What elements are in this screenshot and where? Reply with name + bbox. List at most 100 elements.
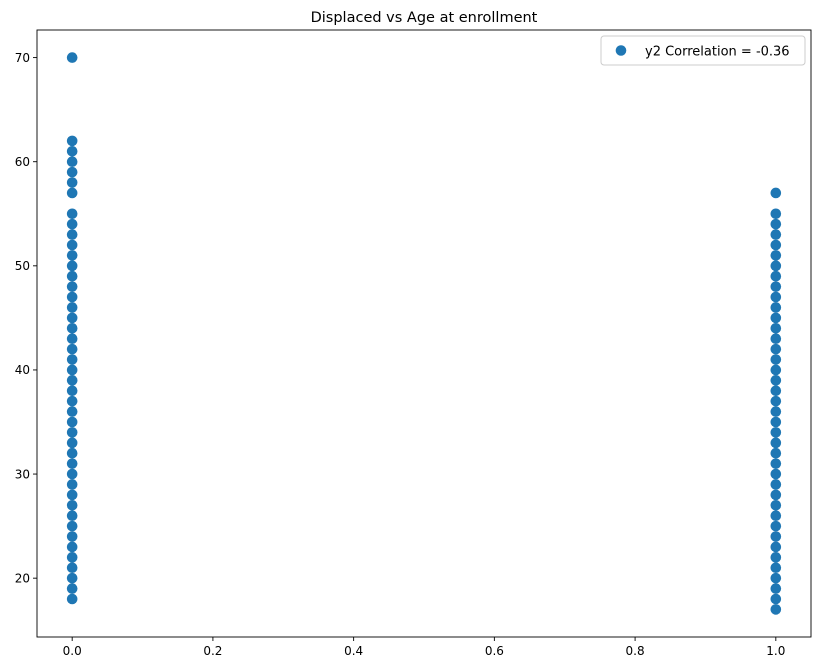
data-point xyxy=(770,572,782,584)
data-point xyxy=(66,593,78,605)
data-point xyxy=(66,52,78,63)
y-tick-label: 70 xyxy=(15,51,30,65)
data-point xyxy=(770,468,782,480)
data-point xyxy=(770,208,782,220)
data-point xyxy=(66,322,78,334)
data-point xyxy=(66,427,78,438)
data-point xyxy=(770,583,782,594)
data-point xyxy=(66,312,78,324)
data-point xyxy=(770,260,782,272)
data-point xyxy=(770,270,782,282)
data-point xyxy=(770,499,782,511)
data-point xyxy=(770,437,782,449)
x-tick-label: 1.0 xyxy=(766,644,785,658)
data-point xyxy=(66,499,78,511)
data-point xyxy=(66,552,78,563)
data-point xyxy=(66,156,78,168)
data-point xyxy=(770,302,782,313)
data-point xyxy=(66,489,78,501)
data-point xyxy=(770,416,782,428)
data-point xyxy=(770,375,782,386)
data-point xyxy=(66,375,78,386)
data-point xyxy=(770,427,782,438)
data-point xyxy=(770,354,782,365)
data-point xyxy=(770,406,782,417)
data-point xyxy=(66,250,78,261)
y-tick-label: 30 xyxy=(15,467,30,481)
data-point xyxy=(770,552,782,563)
data-point xyxy=(66,354,78,365)
data-point xyxy=(770,479,782,490)
data-point xyxy=(770,281,782,292)
data-point xyxy=(770,520,782,532)
data-point xyxy=(770,187,782,199)
x-tick-label: 0.6 xyxy=(485,644,504,658)
data-point xyxy=(66,385,78,397)
data-point xyxy=(66,302,78,313)
legend-box xyxy=(600,35,806,66)
data-point xyxy=(66,166,78,178)
data-point xyxy=(770,343,782,355)
data-point xyxy=(66,479,78,490)
data-point xyxy=(770,447,782,459)
x-tick-label: 0.0 xyxy=(63,644,82,658)
plot-frame xyxy=(36,29,812,638)
data-point xyxy=(770,229,782,240)
data-point xyxy=(66,510,78,522)
data-point xyxy=(770,593,782,605)
data-point xyxy=(770,562,782,574)
data-point xyxy=(66,562,78,574)
data-point xyxy=(770,395,782,407)
data-point xyxy=(66,135,78,147)
data-point xyxy=(66,291,78,303)
data-point xyxy=(770,385,782,397)
data-point xyxy=(66,583,78,594)
data-point xyxy=(66,187,78,199)
data-point xyxy=(66,437,78,449)
data-point xyxy=(770,322,782,334)
points-layer xyxy=(66,52,782,615)
data-point xyxy=(66,281,78,292)
data-point xyxy=(770,458,782,469)
chart-title: Displaced vs Age at enrollment xyxy=(311,10,538,26)
data-point xyxy=(66,416,78,428)
legend: y2 Correlation = -0.36 xyxy=(600,35,806,66)
x-tick-label: 0.8 xyxy=(626,644,645,658)
data-point xyxy=(66,208,78,220)
data-point xyxy=(66,260,78,272)
data-point xyxy=(770,510,782,522)
y-tick-label: 40 xyxy=(15,363,30,377)
legend-marker xyxy=(615,45,627,56)
data-point xyxy=(66,468,78,480)
data-point xyxy=(66,447,78,459)
data-point xyxy=(66,239,78,251)
data-point xyxy=(66,229,78,240)
x-tick-label: 0.2 xyxy=(203,644,222,658)
data-point xyxy=(66,177,78,188)
data-point xyxy=(66,364,78,376)
data-point xyxy=(66,333,78,345)
data-point xyxy=(66,270,78,282)
y-tick-label: 60 xyxy=(15,155,30,169)
data-point xyxy=(66,531,78,542)
ticks-layer: 0.0 0.2 0.4 0.6 0.8 1.0 20 30 40 50 60 70 xyxy=(15,51,786,658)
data-point xyxy=(770,333,782,345)
data-point xyxy=(770,250,782,261)
data-point xyxy=(66,406,78,417)
data-point xyxy=(770,218,782,230)
data-point xyxy=(66,343,78,355)
data-point xyxy=(770,604,782,615)
data-point xyxy=(66,572,78,584)
data-point xyxy=(66,458,78,469)
y-tick-label: 50 xyxy=(15,259,30,273)
data-point xyxy=(770,531,782,542)
data-point xyxy=(66,520,78,532)
data-point xyxy=(66,145,78,157)
data-point xyxy=(66,395,78,407)
data-point xyxy=(770,239,782,251)
y-tick-label: 20 xyxy=(15,571,30,585)
data-point xyxy=(770,364,782,376)
data-point xyxy=(66,218,78,230)
